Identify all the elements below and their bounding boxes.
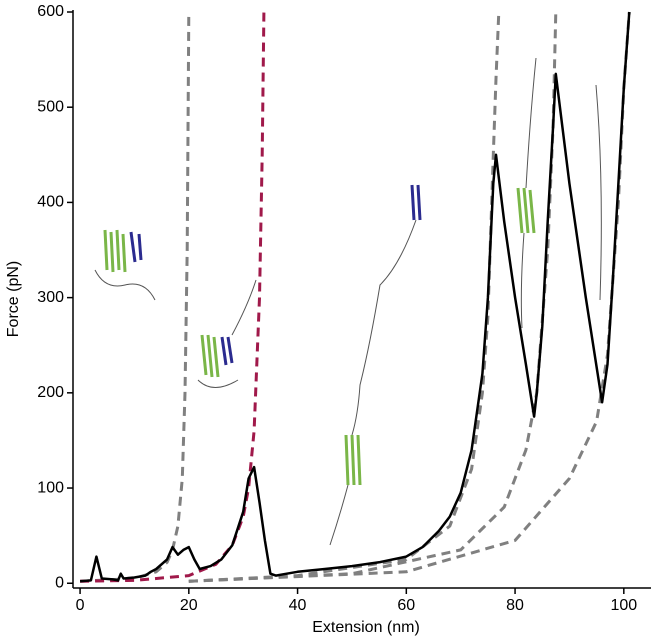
y-tick-label: 0 (55, 574, 64, 591)
y-tick-label: 400 (37, 194, 64, 211)
plot-area (79, 11, 631, 583)
y-tick-label: 100 (37, 479, 64, 496)
y-tick-label: 600 (37, 3, 64, 20)
fit-curve (188, 11, 631, 583)
y-tick-label: 200 (37, 384, 64, 401)
x-tick-label: 0 (76, 597, 85, 614)
fit-curve (80, 11, 266, 583)
fit-curve (80, 11, 191, 583)
fit-curve (188, 11, 558, 583)
x-tick-label: 40 (289, 597, 307, 614)
force-trace (79, 11, 631, 583)
x-tick-label: 100 (610, 597, 637, 614)
x-tick-label: 60 (397, 597, 415, 614)
y-axis-label: Force (pN) (5, 261, 22, 337)
x-tick-label: 20 (180, 597, 198, 614)
x-tick-label: 80 (506, 597, 524, 614)
y-tick-label: 300 (37, 289, 64, 306)
structure-sketches (94, 57, 602, 546)
fit-curve (188, 11, 501, 583)
x-axis-label: Extension (nm) (312, 619, 420, 636)
y-tick-label: 500 (37, 98, 64, 115)
